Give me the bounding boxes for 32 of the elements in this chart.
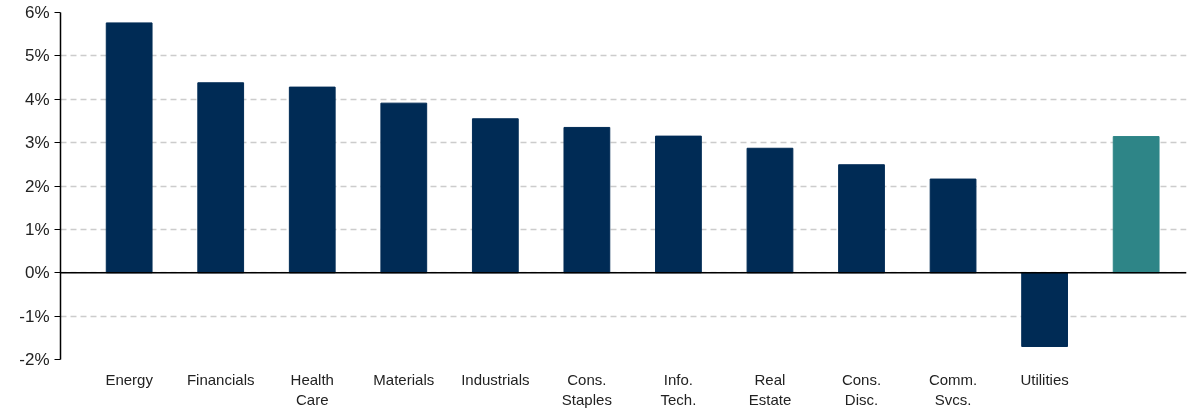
bar — [746, 147, 794, 274]
x-tick-label: Info. Tech. — [660, 370, 697, 408]
bar — [197, 82, 245, 274]
x-tick-label: Cons. Staples — [561, 370, 612, 408]
y-tick-label: -2% — [19, 350, 50, 369]
x-tick-label: Materials — [373, 370, 435, 388]
bar — [838, 164, 885, 274]
bar — [105, 22, 153, 274]
y-tick-label: 1% — [24, 219, 50, 239]
x-tick-label: Industrials — [461, 370, 530, 388]
bar — [655, 135, 702, 274]
bar — [929, 178, 977, 274]
bar — [380, 102, 428, 274]
y-tick-label: -1% — [19, 306, 50, 326]
x-tick-label: Comm. Svcs. — [928, 370, 978, 408]
y-tick-label: 3% — [24, 133, 50, 153]
y-tick-label: 6% — [24, 3, 50, 22]
bar — [471, 118, 519, 274]
x-tick-label: Health Care — [290, 370, 334, 408]
x-tick-label: Real Estate — [748, 370, 792, 408]
x-tick-label: Cons. Disc. — [841, 370, 882, 408]
x-tick-label: Financials — [186, 370, 255, 388]
bar — [1112, 136, 1160, 274]
y-tick-label: 0% — [24, 263, 50, 283]
y-tick-label: 4% — [24, 89, 50, 109]
x-tick-label: Energy — [105, 370, 154, 388]
y-tick-label: 5% — [24, 46, 50, 66]
bar — [563, 126, 611, 274]
bar — [1021, 272, 1068, 347]
bar — [288, 86, 336, 274]
y-tick-label: 2% — [24, 176, 50, 196]
x-tick-label: Utilities — [1020, 370, 1069, 388]
